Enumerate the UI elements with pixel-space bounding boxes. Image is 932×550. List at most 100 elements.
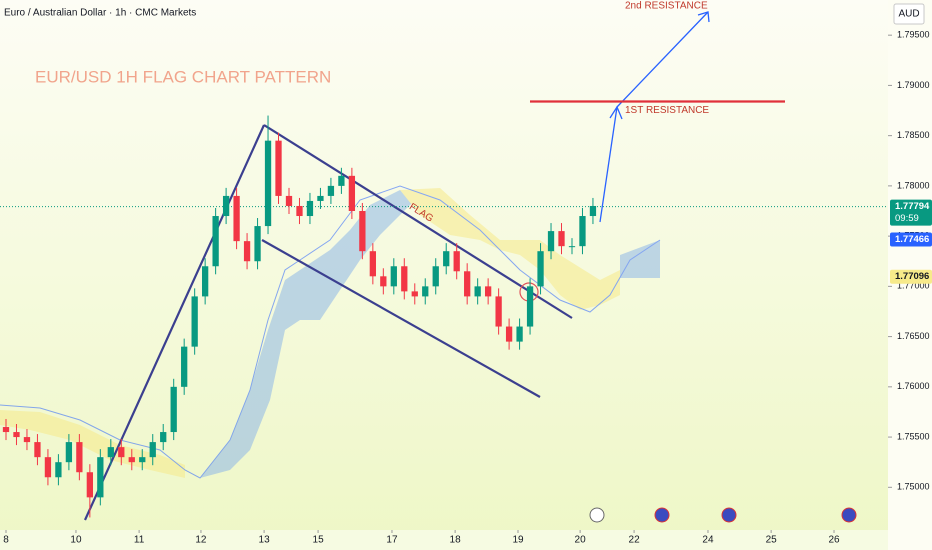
candle-body: [401, 266, 408, 292]
candle-body: [526, 286, 534, 327]
candle-body: [558, 231, 565, 247]
candle-body: [181, 346, 188, 387]
x-tick-label: 8: [3, 535, 9, 546]
candle-body: [432, 266, 439, 287]
candle-body: [191, 296, 198, 347]
y-tick-label: 1.79500: [897, 30, 930, 40]
currency: AUD: [898, 9, 919, 20]
candle-body: [579, 216, 586, 247]
candle-body: [13, 432, 20, 438]
y-tick-label: 1.78000: [897, 180, 930, 190]
candle-body: [516, 326, 523, 342]
countdown: 09:59: [895, 213, 919, 224]
candle-body: [422, 286, 429, 297]
candle-body: [128, 457, 135, 463]
resistance-label: 1ST RESISTANCE: [625, 105, 709, 116]
candle-body: [34, 442, 41, 458]
candle-body: [76, 442, 83, 473]
x-tick-label: 24: [702, 535, 714, 546]
x-tick-label: 19: [512, 535, 524, 546]
resistance-label: 2nd RESISTANCE: [625, 1, 708, 12]
candle-body: [275, 140, 282, 196]
candle-body: [65, 442, 73, 463]
candle-body: [547, 231, 555, 252]
y-tick-label: 1.75500: [897, 431, 930, 441]
candle-body: [254, 226, 261, 262]
price-label-box: [890, 269, 932, 284]
candle-body: [390, 266, 397, 287]
y-tick-label: 1.75000: [897, 482, 930, 492]
event-icons: [589, 507, 857, 523]
candle-body: [338, 175, 345, 186]
candle-body: [222, 195, 230, 217]
candle-body: [348, 175, 356, 211]
x-tick-label: 22: [629, 535, 641, 546]
candle-body: [202, 266, 209, 297]
candle-body: [285, 195, 293, 206]
candle-body: [505, 326, 513, 342]
x-tick-label: 20: [575, 535, 587, 546]
candle-body: [212, 216, 219, 267]
candle-body: [411, 291, 418, 297]
candle-body: [86, 472, 93, 498]
candle-body: [23, 437, 31, 443]
candle-body: [327, 185, 335, 196]
candle-body: [359, 210, 366, 252]
y-tick-label: 1.76500: [897, 331, 930, 341]
candle-body: [97, 457, 104, 498]
candle-body: [369, 251, 376, 277]
candle-body: [537, 251, 544, 287]
candle-body: [118, 447, 125, 458]
currency-box: [893, 3, 925, 25]
y-tick-label: 1.79000: [897, 80, 930, 90]
candle-body: [495, 296, 502, 327]
time-axis: [0, 530, 888, 550]
x-tick-label: 18: [450, 535, 462, 546]
headline: EUR/USD 1H FLAG CHART PATTERN: [35, 67, 331, 86]
plot: [2, 115, 597, 518]
candle-body: [170, 386, 177, 433]
price-label: 1.77466: [895, 234, 929, 245]
x-tick-label: 25: [766, 535, 778, 546]
candle-body: [296, 205, 303, 217]
candle-body: [484, 286, 492, 297]
price-label-box: [890, 232, 932, 247]
candle-body: [139, 457, 146, 463]
candle-body: [55, 462, 62, 478]
price-label-box: [890, 199, 932, 226]
price-label: 1.77096: [895, 271, 929, 282]
y-tick-label: 1.78500: [897, 130, 930, 140]
y-tick-label: 1.76000: [897, 381, 930, 391]
projection-arrows: [599, 11, 710, 223]
candle-body: [443, 251, 450, 267]
chart-title: Euro / Australian Dollar · 1h · CMC Mark…: [4, 8, 196, 19]
candle-body: [44, 457, 52, 478]
annotations: 1ST RESISTANCE 2nd RESISTANCE: [0, 1, 888, 208]
candle-body: [453, 251, 460, 272]
candle-body: [568, 246, 576, 248]
x-tick-label: 26: [828, 535, 840, 546]
x-tick-label: 12: [195, 535, 207, 546]
x-tick-label: 15: [313, 535, 325, 546]
candle-body: [474, 286, 481, 297]
candle-body: [149, 442, 156, 458]
x-tick-label: 10: [70, 535, 82, 546]
candle-body: [306, 200, 314, 217]
price-label: 1.77794: [895, 201, 930, 212]
candle-body: [380, 276, 387, 287]
candle-body: [589, 205, 597, 217]
candle-body: [233, 195, 240, 242]
candle-body: [107, 447, 114, 458]
x-tick-label: 13: [259, 535, 271, 546]
ichimoku-cloud: [0, 185, 661, 479]
candle-body: [2, 427, 10, 433]
candle-body: [243, 241, 251, 262]
y-tick-label: 1.77000: [897, 281, 930, 291]
pattern-lines: [83, 124, 573, 521]
candle-body: [464, 271, 471, 297]
candle-body: [160, 432, 167, 443]
x-tick-label: 17: [386, 535, 398, 546]
x-tick-label: 11: [134, 535, 145, 546]
candle-body: [264, 140, 272, 227]
